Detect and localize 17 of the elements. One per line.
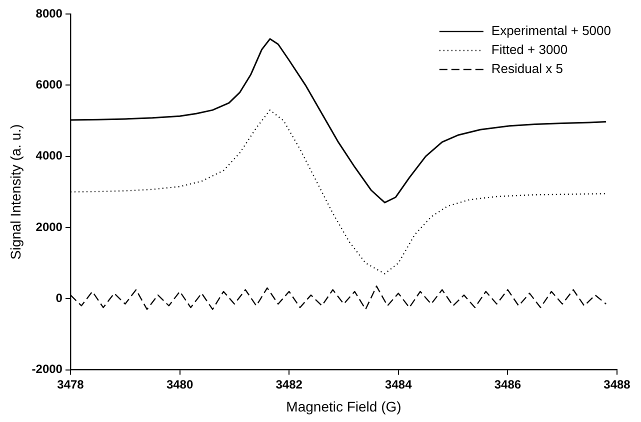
y-tick-label: 2000 [36, 220, 63, 234]
y-tick-label: -2000 [32, 362, 63, 376]
x-tick-label: 3482 [276, 377, 303, 392]
legend-label: Residual x 5 [491, 61, 563, 76]
x-tick-label: 3486 [494, 377, 522, 392]
y-axis-title: Signal Intensity (a. u.) [7, 124, 24, 260]
y-tick-label: 6000 [36, 77, 63, 92]
legend-label: Experimental + 5000 [491, 23, 612, 38]
x-tick-label: 3488 [604, 377, 631, 392]
x-tick-label: 3480 [166, 377, 194, 392]
x-tick-label: 3484 [385, 377, 412, 392]
y-tick-label: 0 [56, 290, 63, 305]
x-tick-label: 3478 [57, 377, 84, 392]
legend-label: Fitted + 3000 [491, 42, 568, 58]
x-axis-title: Magnetic Field (G) [286, 398, 402, 414]
y-tick-label: 4000 [36, 148, 63, 163]
y-tick-label: 8000 [36, 6, 63, 20]
